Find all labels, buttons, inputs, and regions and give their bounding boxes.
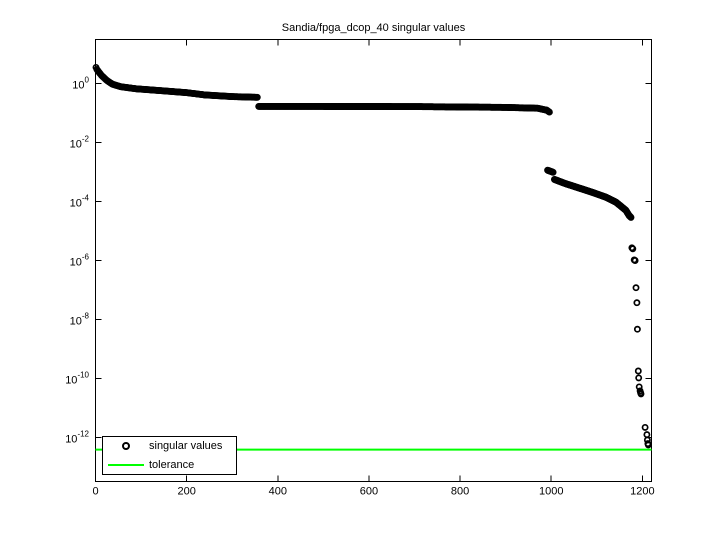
y-tick-label: 10-8 [70, 312, 90, 328]
chart-title: Sandia/fpga_dcop_40 singular values [281, 22, 466, 34]
x-tick-label: 600 [360, 486, 378, 498]
y-tick-label: 10-6 [70, 253, 90, 269]
legend-item-tolerance: tolerance [103, 456, 236, 474]
legend-label-singular-values: singular values [149, 440, 223, 453]
x-tick-label: 400 [269, 486, 287, 498]
circle-marker-icon [122, 442, 130, 451]
legend-item-singular-values: singular values [103, 437, 236, 455]
y-tick-label: 10-2 [70, 135, 90, 151]
x-axis-ticks: 0 200 400 600 800 1000 1200 [92, 39, 655, 498]
legend-marker-zone [103, 463, 149, 466]
y-tick-label: 10-12 [65, 430, 89, 446]
y-tick-label: 100 [72, 76, 89, 92]
x-tick-label: 1000 [539, 486, 563, 498]
x-tick-label: 200 [177, 486, 195, 498]
line-marker-icon [108, 463, 144, 466]
x-tick-label: 1200 [630, 486, 654, 498]
y-axis-ticks: 100 10-2 10-4 10-6 10-8 10-10 10-12 [65, 76, 652, 446]
legend-marker-zone [103, 442, 149, 451]
legend: singular values tolerance [102, 436, 237, 475]
y-tick-label: 10-4 [70, 194, 90, 210]
legend-label-tolerance: tolerance [149, 458, 195, 471]
x-tick-label: 800 [451, 486, 469, 498]
x-tick-label: 0 [92, 486, 98, 498]
y-tick-label: 10-10 [65, 371, 89, 387]
singular-values-series [92, 63, 652, 449]
